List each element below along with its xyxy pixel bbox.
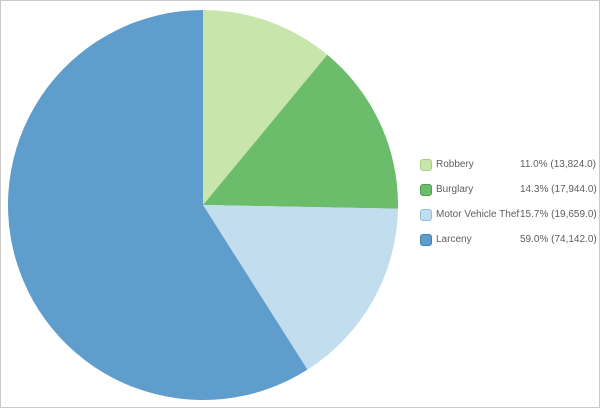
legend-label: Burglary bbox=[436, 184, 474, 195]
legend-label: Robbery bbox=[436, 159, 474, 170]
pie-slice-larceny[interactable] bbox=[7, 10, 308, 401]
legend-value: 11.0% (13,824.0) bbox=[520, 159, 596, 170]
legend-swatch-burglary bbox=[420, 183, 432, 196]
legend-item-robbery[interactable]: Robbery 11.0% (13,824.0) bbox=[420, 152, 598, 177]
legend-swatch-larceny bbox=[420, 233, 432, 246]
legend-item-motor-vehicle-theft[interactable]: Motor Vehicle Theft 15.7% (19,659.0) bbox=[420, 202, 598, 227]
legend-label: Larceny bbox=[436, 234, 472, 245]
pie-slice-robbery[interactable] bbox=[203, 10, 328, 205]
pie-slice-burglary[interactable] bbox=[203, 54, 399, 209]
pie-slice-motor-vehicle-theft[interactable] bbox=[203, 205, 398, 370]
legend-item-burglary[interactable]: Burglary 14.3% (17,944.0) bbox=[420, 177, 598, 202]
legend-value: 14.3% (17,944.0) bbox=[520, 184, 597, 195]
legend-label: Motor Vehicle Theft bbox=[436, 209, 520, 220]
legend-item-larceny[interactable]: Larceny 59.0% (74,142.0) bbox=[420, 227, 598, 252]
legend-value: 15.7% (19,659.0) bbox=[520, 209, 597, 220]
legend-swatch-motor-vehicle-theft bbox=[420, 208, 432, 221]
legend-swatch-robbery bbox=[420, 158, 432, 171]
legend: Robbery 11.0% (13,824.0) Burglary 14.3% … bbox=[420, 152, 598, 252]
legend-value: 59.0% (74,142.0) bbox=[520, 234, 597, 245]
pie-chart bbox=[7, 10, 399, 401]
